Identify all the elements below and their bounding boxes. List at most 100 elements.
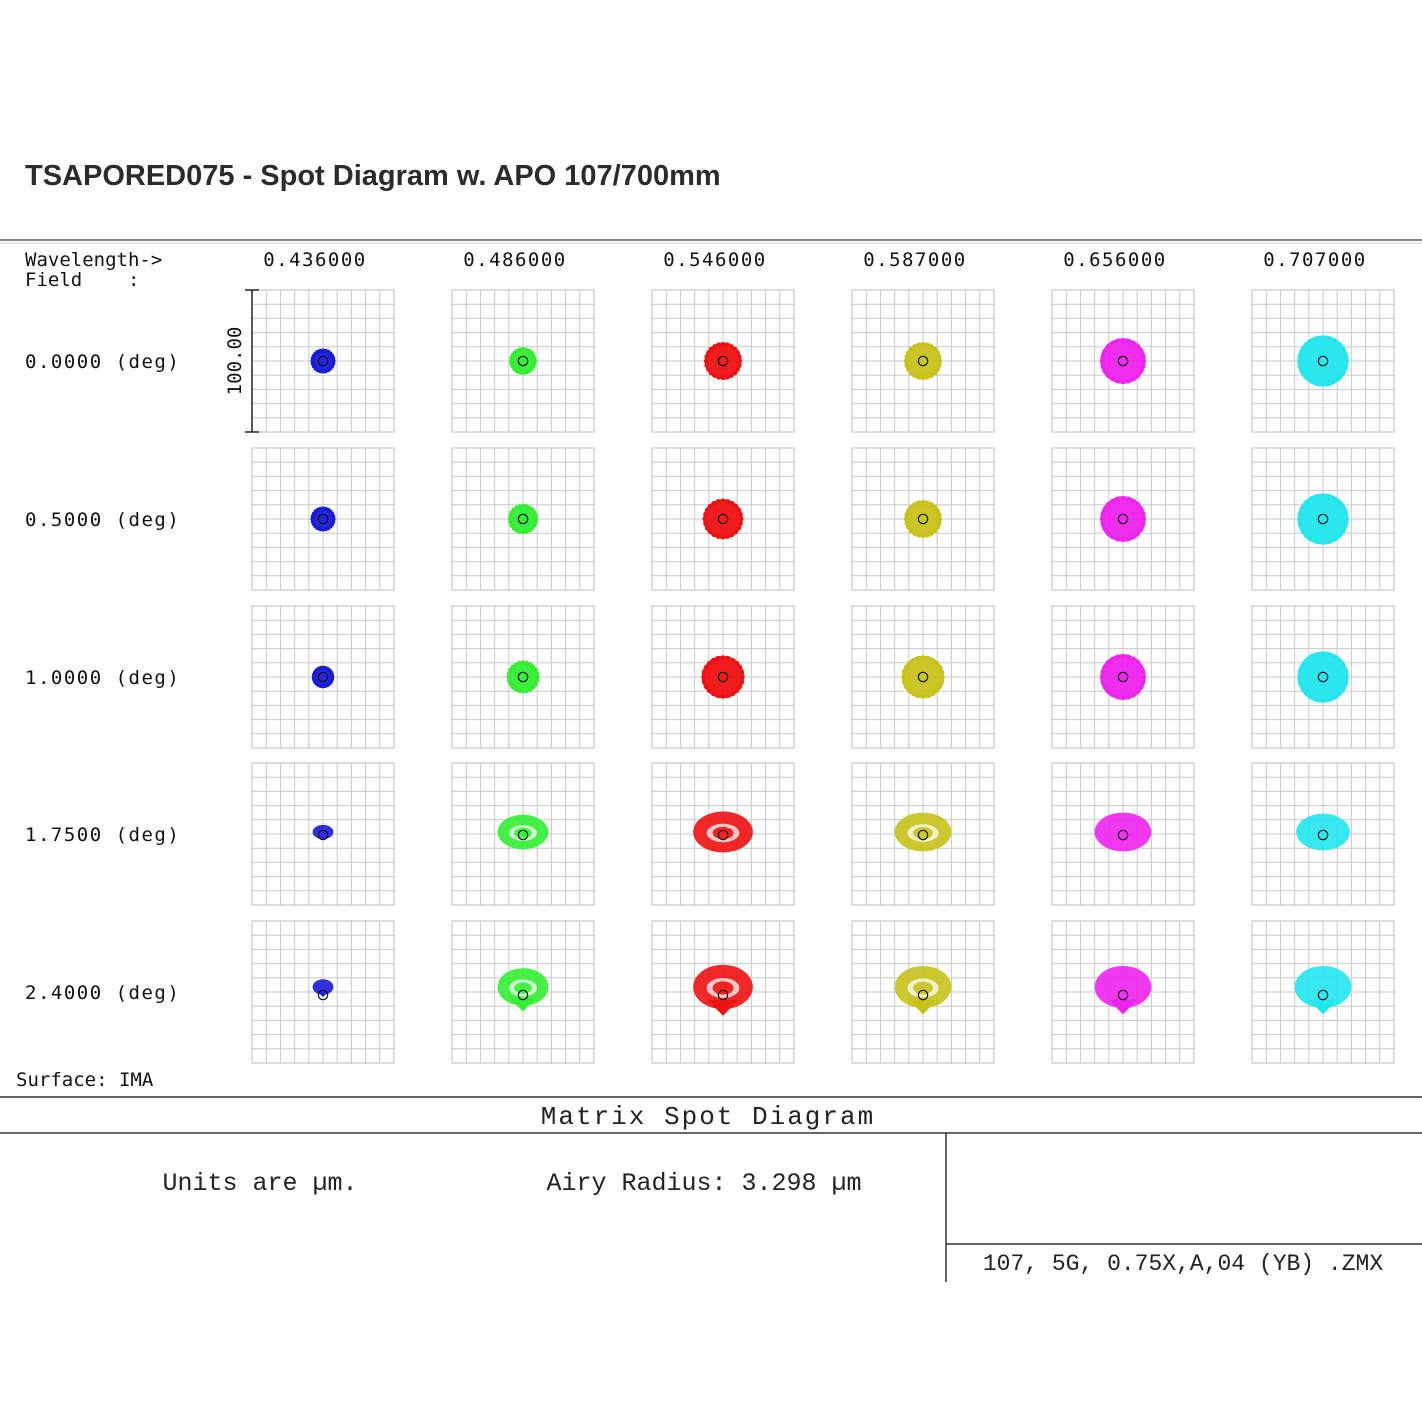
airy-disk [1317, 989, 1329, 1001]
spot-pattern [894, 965, 952, 1015]
spot-pattern [1094, 965, 1152, 1015]
cell-frame [1251, 762, 1395, 906]
spot-cell [251, 762, 395, 906]
spot-cell [851, 762, 995, 906]
spot-cell [1251, 920, 1395, 1064]
airy-disk [1117, 355, 1129, 367]
cell-frame [851, 762, 995, 906]
spot-pattern [1099, 495, 1147, 543]
wavelength-header-label: Wavelength-> [25, 249, 162, 271]
spot-pattern [903, 499, 943, 539]
spot-pattern [509, 347, 537, 375]
cell-frame [1051, 289, 1195, 433]
spot-pattern [1094, 812, 1152, 852]
cell-frame [451, 920, 595, 1064]
units-text: Units are µm. [162, 1169, 357, 1198]
cell-frame [1251, 447, 1395, 591]
airy-disk [517, 671, 529, 683]
field-header-label: Field : [25, 269, 139, 291]
cell-frame [1251, 289, 1395, 433]
airy-radius-text: Airy Radius: 3.298 µm [546, 1169, 861, 1198]
airy-disk [517, 989, 529, 1001]
field-label: 2.4000 (deg) [25, 982, 180, 1004]
spot-cell [251, 605, 395, 749]
airy-disk [517, 513, 529, 525]
spot-pattern [1297, 651, 1349, 703]
wavelength-label: 0.486000 [463, 249, 567, 271]
spot-cells [251, 289, 1395, 1064]
spot-cell [451, 920, 595, 1064]
airy-disk [1317, 829, 1329, 841]
spot-pattern [693, 964, 753, 1016]
cell-frame [651, 447, 795, 591]
spot-cell [851, 920, 995, 1064]
airy-disk [717, 829, 729, 841]
spot-cell [1251, 762, 1395, 906]
airy-disk [517, 355, 529, 367]
airy-disk [317, 355, 329, 367]
spot-pattern [1297, 493, 1349, 545]
wavelength-label: 0.707000 [1263, 249, 1367, 271]
spot-pattern [312, 979, 334, 998]
spot-cell [651, 605, 795, 749]
cell-frame [651, 605, 795, 749]
wavelength-label: 0.656000 [1063, 249, 1167, 271]
spot-cell [851, 447, 995, 591]
airy-disk [317, 989, 329, 1001]
wavelength-label: 0.436000 [263, 249, 367, 271]
spot-pattern [497, 814, 549, 850]
spot-cell [251, 920, 395, 1064]
spot-pattern [310, 348, 336, 374]
spot-pattern [310, 506, 336, 532]
airy-disk [1117, 513, 1129, 525]
wavelength-label: 0.587000 [863, 249, 967, 271]
airy-disk [917, 829, 929, 841]
cell-frame [451, 605, 595, 749]
cell-frame [851, 289, 995, 433]
spot-pattern [1296, 813, 1350, 851]
spot-cell [651, 920, 795, 1064]
cell-frame [251, 762, 395, 906]
airy-disk [917, 989, 929, 1001]
airy-disk [1117, 671, 1129, 683]
airy-disk [1317, 513, 1329, 525]
spot-cell [1051, 447, 1195, 591]
spot-cell [651, 289, 795, 433]
wavelength-labels: 0.436000 0.486000 0.546000 0.587000 0.656000… [263, 249, 1367, 271]
field-label: 0.5000 (deg) [25, 509, 180, 531]
scale-bar-label: 100.00 [224, 327, 246, 396]
spot-pattern [311, 665, 335, 689]
spot-cell [1251, 605, 1395, 749]
airy-disk [917, 671, 929, 683]
file-name-text: 107, 5G, 0.75X,A,04 (YB) .ZMX [983, 1251, 1383, 1277]
spot-pattern [1294, 965, 1352, 1015]
cell-frame [451, 447, 595, 591]
chart-title: TSAPORED075 - Spot Diagram w. APO 107/70… [25, 160, 721, 192]
airy-disk [317, 829, 329, 841]
spot-pattern [901, 655, 945, 699]
spot-cell [1251, 289, 1395, 433]
spot-pattern [894, 812, 952, 852]
airy-disk [1117, 989, 1129, 1001]
airy-disk [1317, 671, 1329, 683]
airy-disk [717, 671, 729, 683]
cell-frame [1251, 920, 1395, 1064]
cell-frame [851, 605, 995, 749]
airy-disk [317, 513, 329, 525]
spot-cell [851, 289, 995, 433]
spot-cell [451, 605, 595, 749]
spot-pattern [312, 824, 334, 840]
spot-cell [251, 447, 395, 591]
spot-cell [1051, 762, 1195, 906]
spot-cell [651, 762, 795, 906]
surface-label: Surface: IMA [16, 1069, 154, 1091]
spot-cell [451, 289, 595, 433]
field-label: 1.0000 (deg) [25, 667, 180, 689]
airy-disk [317, 671, 329, 683]
spot-pattern [506, 660, 540, 694]
airy-disk [917, 513, 929, 525]
cell-frame [451, 762, 595, 906]
cell-frame [651, 289, 795, 433]
spot-cell [1051, 605, 1195, 749]
